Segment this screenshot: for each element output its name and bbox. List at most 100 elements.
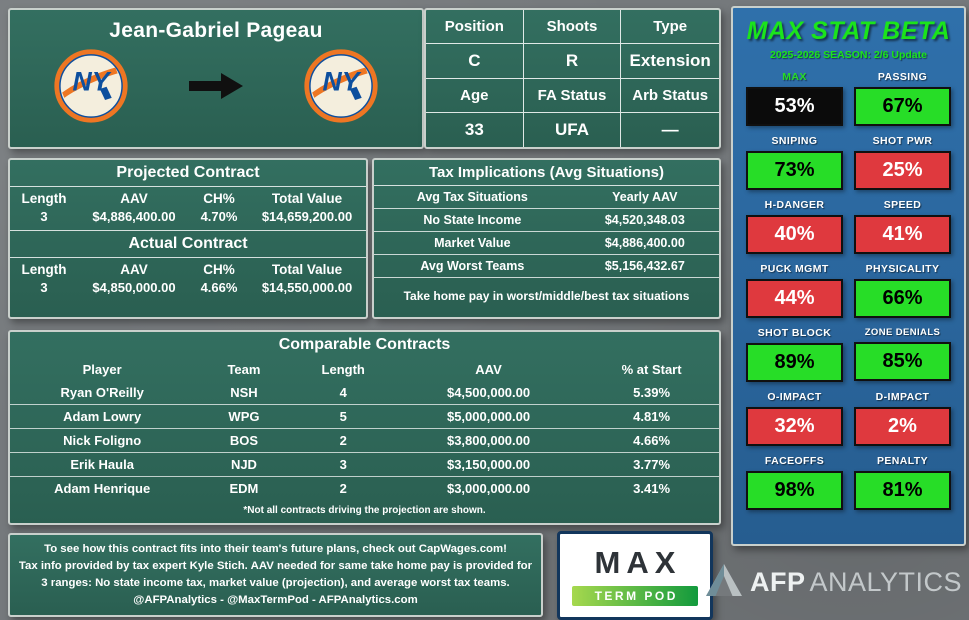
stat-sniping: SNIPING 73% [746, 135, 843, 190]
stat-speed: SPEED 41% [854, 199, 951, 254]
afp-analytics-logo: AFP ANALYTICS [705, 556, 962, 608]
comp-col-pct-at-start: % at Start [621, 362, 682, 377]
stat-shot-block: SHOT BLOCK 89% [746, 327, 843, 382]
projected-contract-title: Projected Contract [10, 160, 366, 187]
comp-player: Nick Foligno [63, 433, 142, 448]
col-header-aav: AAV [120, 262, 148, 277]
comp-player: Adam Henrique [54, 481, 151, 496]
info-value-age: 33 [426, 112, 524, 147]
tax-row-no-state-income: No State Income $4,520,348.03 [374, 209, 719, 232]
stat-label: SPEED [883, 199, 922, 211]
tax-row-avg-worst-teams: Avg Worst Teams $5,156,432.67 [374, 255, 719, 278]
afp-wordmark-light: ANALYTICS [809, 566, 962, 597]
afp-wordmark-bold: AFP [749, 566, 806, 597]
stat-value-box: 66% [854, 279, 951, 318]
stat-value-box: 2% [854, 407, 951, 446]
comp-team: WPG [228, 409, 260, 424]
comp-aav: $3,150,000.00 [446, 457, 531, 472]
stat-value-box: 67% [854, 87, 951, 126]
projected-length: 3 [40, 209, 48, 224]
projected-contract-table: Length AAV CH% Total Value 3 $4,886,400.… [10, 187, 366, 230]
projected-aav: $4,886,400.00 [92, 209, 176, 224]
table-row: Adam Henrique EDM 2 $3,000,000.00 3.41% [10, 476, 719, 500]
info-value-shoots: R [523, 44, 622, 79]
term-pod-bar: TERM POD [572, 586, 698, 606]
actual-ch: 4.66% [200, 280, 238, 295]
stat-label: PENALTY [876, 455, 929, 467]
comp-aav: $5,000,000.00 [446, 409, 531, 424]
tax-value: $5,156,432.67 [604, 259, 685, 273]
tax-row-market-value: Market Value $4,886,400.00 [374, 232, 719, 255]
stat-value-box: 32% [746, 407, 843, 446]
comp-player: Ryan O'Reilly [60, 385, 144, 400]
info-label-arb-status: Arb Status [621, 79, 719, 113]
footer-line-1: To see how this contract fits into their… [44, 542, 507, 555]
comp-aav: $4,500,000.00 [446, 385, 531, 400]
stat-value-box: 73% [746, 151, 843, 190]
comp-length: 4 [339, 385, 347, 400]
tax-header-row: Avg Tax Situations Yearly AAV [374, 186, 719, 209]
info-label-fa-status: FA Status [523, 78, 622, 113]
stat-max: MAX 53% [746, 71, 843, 126]
stat-value-box: 44% [746, 279, 843, 318]
tax-value: $4,520,348.03 [604, 213, 685, 227]
comp-length: 5 [339, 409, 347, 424]
stat-passing: PASSING 67% [854, 71, 951, 126]
comp-length: 3 [339, 457, 347, 472]
projected-contract-panel: Projected Contract Length AAV CH% Total … [8, 158, 368, 319]
stat-label: H-DANGER [764, 199, 825, 211]
stat-label: PUCK MGMT [760, 263, 829, 275]
stat-value-box: 98% [746, 471, 843, 510]
table-row: Ryan O'Reilly NSH 4 $4,500,000.00 5.39% [10, 381, 719, 404]
tax-footer-note: Take home pay in worst/middle/best tax s… [403, 289, 690, 303]
comp-pct: 4.81% [633, 409, 671, 424]
tax-implications-panel: Tax Implications (Avg Situations) Avg Ta… [372, 158, 721, 319]
comp-team: NSH [230, 385, 258, 400]
max-stat-panel: MAX STAT BETA 2025-2026 SEASON: 2/6 Upda… [731, 6, 966, 546]
comp-length: 2 [339, 481, 347, 496]
transfer-arrow-icon [187, 71, 245, 106]
footer-line-4: @AFPAnalytics - @MaxTermPod - AFPAnalyti… [133, 594, 418, 607]
info-label-position: Position [426, 10, 524, 45]
player-info-grid: Position Shoots Type C R Extension Age F… [426, 10, 719, 147]
comp-pct: 3.41% [633, 481, 671, 496]
stat-label: PHYSICALITY [865, 263, 940, 275]
islanders-logo-from-icon: NY [54, 49, 128, 128]
table-row: Erik Haula NJD 3 $3,150,000.00 3.77% [10, 452, 719, 476]
actual-aav: $4,850,000.00 [92, 280, 176, 295]
comp-player: Adam Lowry [63, 409, 142, 424]
stat-penalty: PENALTY 81% [854, 455, 951, 510]
comp-length: 2 [339, 433, 347, 448]
info-label-age: Age [426, 78, 524, 113]
comp-pct: 3.77% [633, 457, 671, 472]
col-header-ch: CH% [203, 262, 235, 277]
table-row: Adam Lowry WPG 5 $5,000,000.00 4.81% [10, 404, 719, 428]
info-value-type: Extension [621, 44, 719, 79]
comp-team: EDM [229, 481, 259, 496]
projected-total-value: $14,659,200.00 [261, 209, 353, 224]
actual-length: 3 [40, 280, 48, 295]
projected-ch: 4.70% [200, 209, 238, 224]
stat-value-box: 25% [854, 151, 951, 190]
stat-faceoffs: FACEOFFS 98% [746, 455, 843, 510]
footer-info-panel: To see how this contract fits into their… [8, 533, 543, 617]
actual-contract-table: Length AAV CH% Total Value 3 $4,850,000.… [10, 258, 366, 301]
stat-physicality: PHYSICALITY 66% [854, 263, 951, 318]
stat-label: SHOT BLOCK [757, 327, 832, 339]
footer-text: To see how this contract fits into their… [10, 535, 541, 615]
comp-col-player: Player [82, 362, 122, 377]
comp-pct: 5.39% [633, 385, 671, 400]
stat-label: SNIPING [771, 135, 818, 147]
col-header-aav: AAV [120, 191, 148, 206]
actual-contract-title: Actual Contract [10, 230, 366, 258]
table-row: Nick Foligno BOS 2 $3,800,000.00 4.66% [10, 428, 719, 452]
stat-label: FACEOFFS [764, 455, 825, 467]
tax-situation: No State Income [423, 213, 522, 227]
comp-col-length: Length [321, 362, 365, 377]
col-header-total-value: Total Value [271, 191, 343, 206]
comparable-contracts-panel: Comparable Contracts Player Team Length … [8, 330, 721, 525]
stat-d-impact: D-IMPACT 2% [854, 391, 951, 446]
col-header-total-value: Total Value [271, 262, 343, 277]
afp-triangle-icon [705, 563, 743, 602]
footer-line-3: 3 ranges: No state income tax, market va… [41, 577, 510, 589]
